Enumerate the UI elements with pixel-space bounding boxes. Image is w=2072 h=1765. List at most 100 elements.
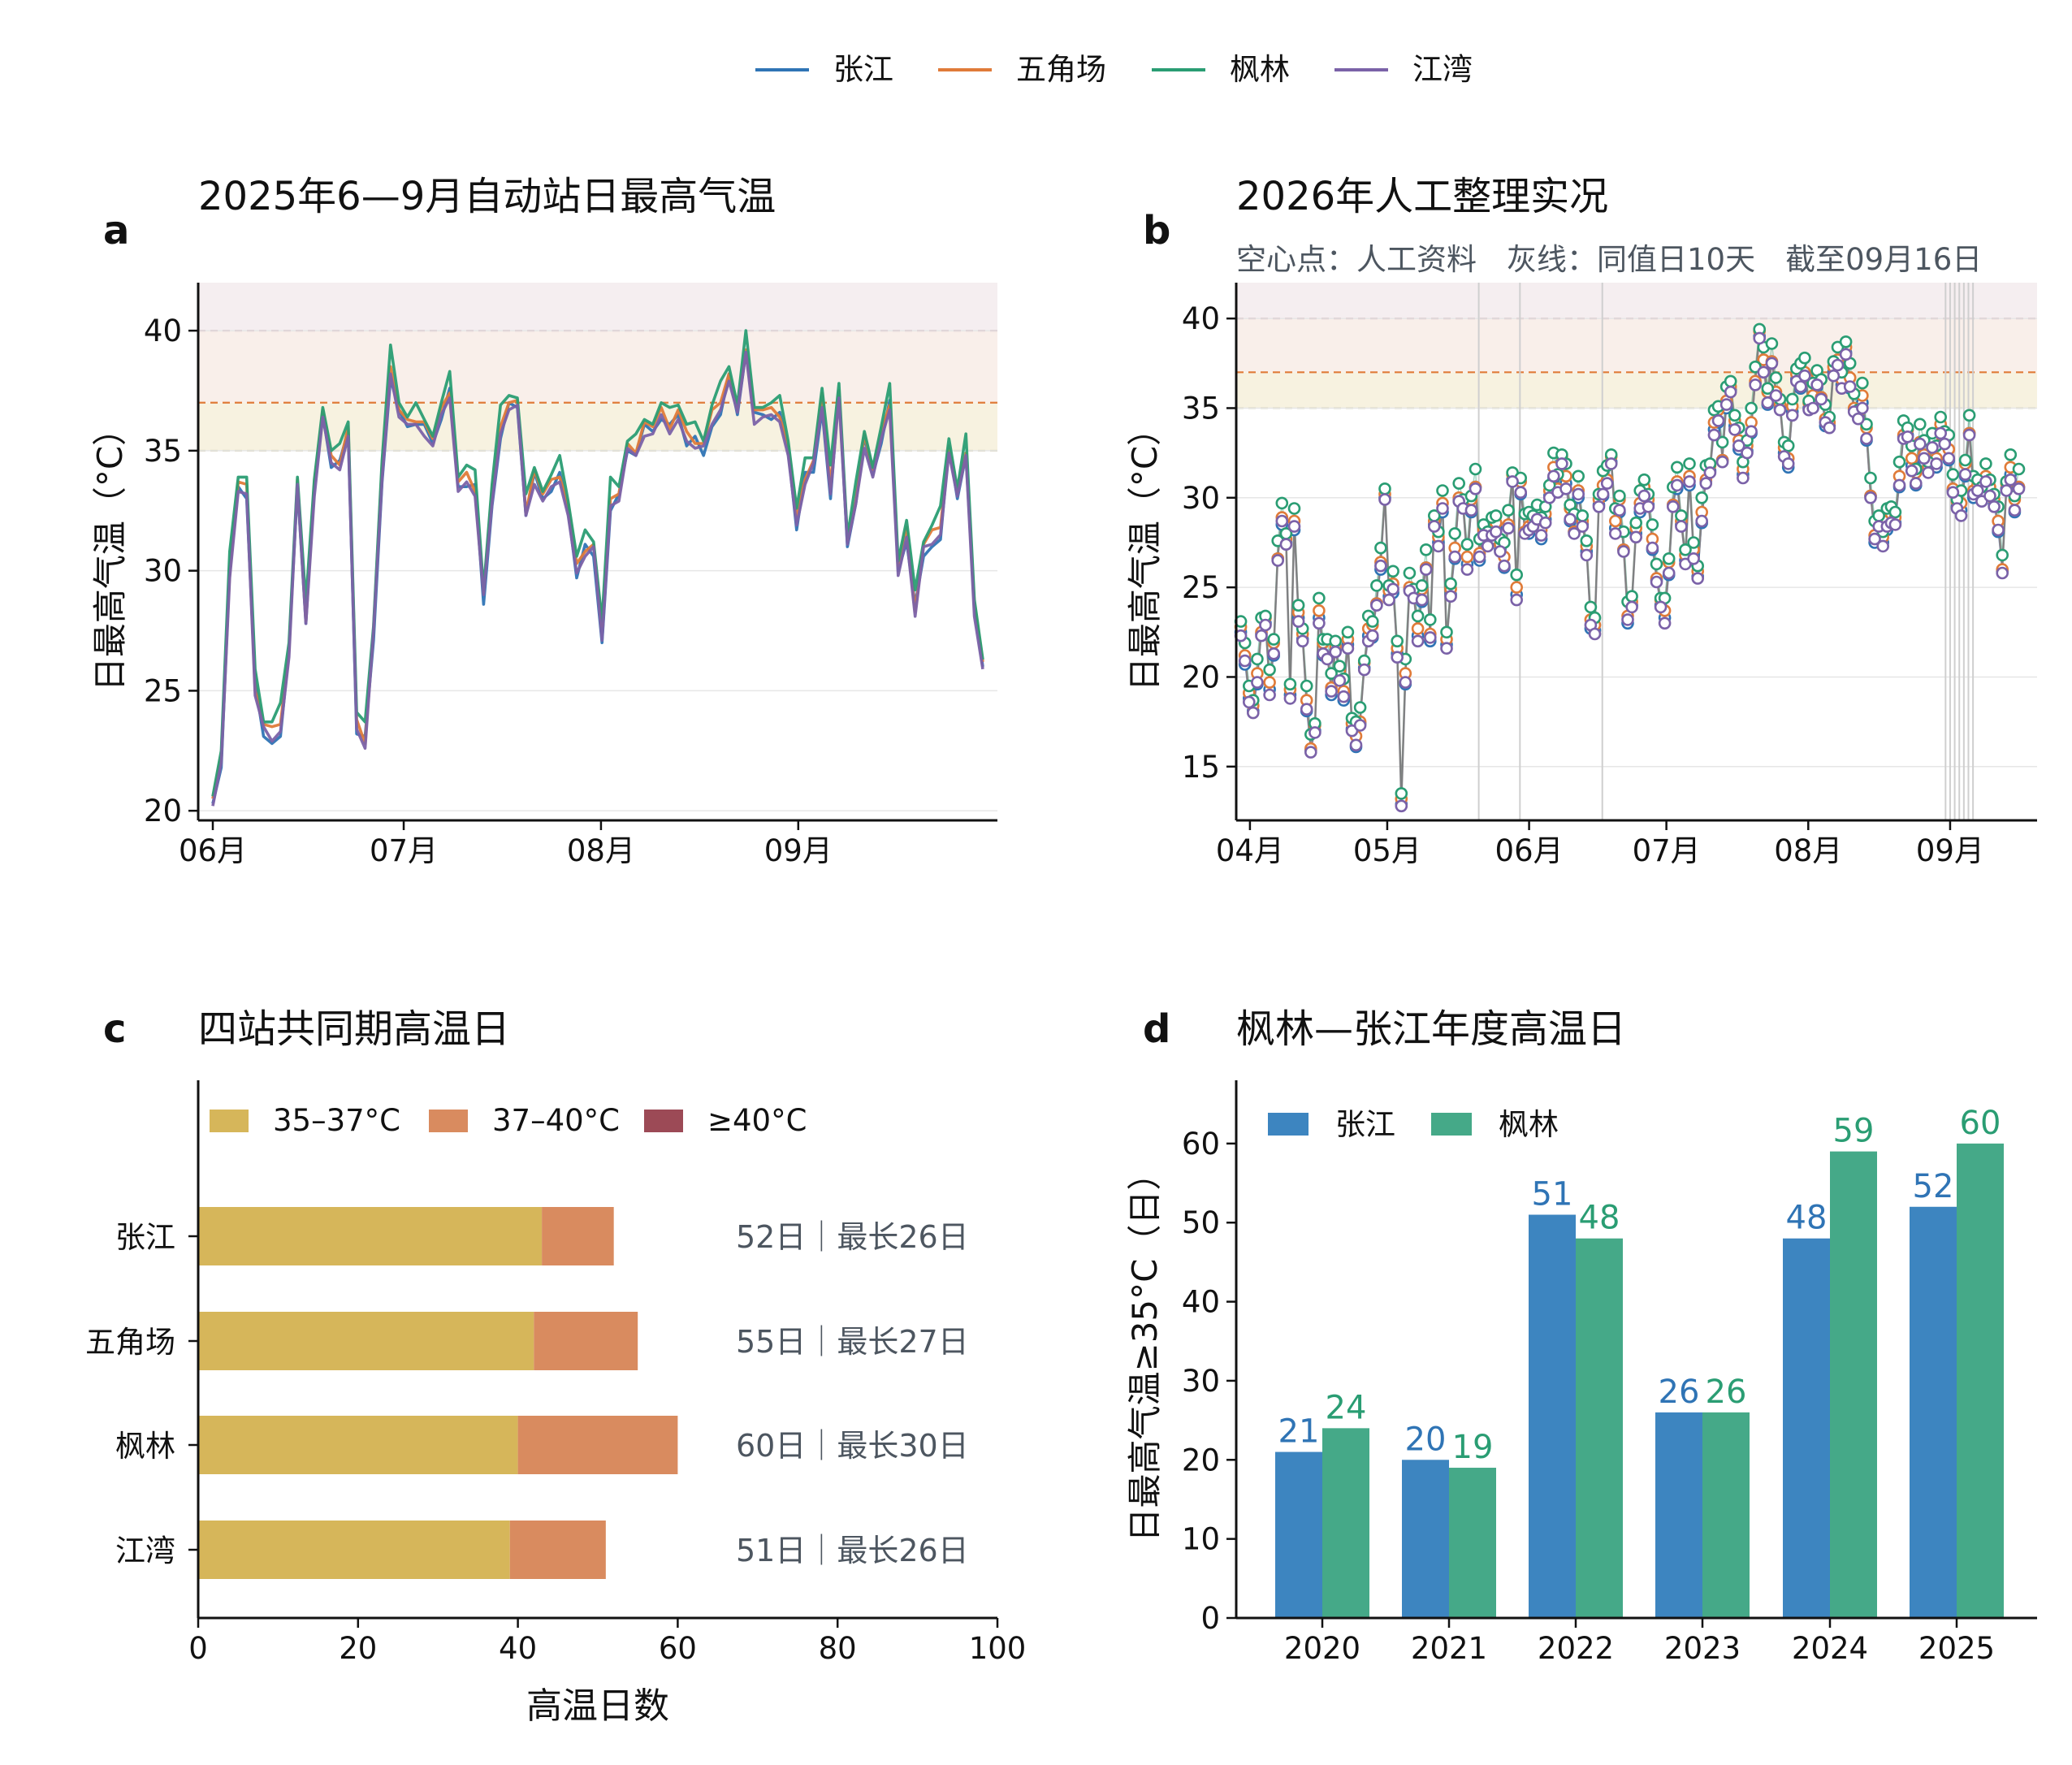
- data-point: [1592, 500, 1606, 513]
- data-point: [1629, 516, 1642, 530]
- data-point: [1271, 554, 1284, 567]
- data-point: [1695, 491, 1708, 504]
- bar-2023-张江: [1655, 1412, 1702, 1618]
- data-point: [1856, 401, 1869, 415]
- data-point: [1313, 603, 1326, 617]
- bar-value-label: 48: [1786, 1200, 1828, 1237]
- data-point: [1490, 509, 1503, 522]
- data-point: [1572, 469, 1585, 483]
- series-line-江湾: [211, 350, 984, 807]
- data-point: [1395, 787, 1408, 800]
- data-point: [1304, 746, 1317, 759]
- x-tick-label: 04月: [1216, 833, 1284, 868]
- data-point: [1962, 428, 1976, 442]
- data-point: [1629, 530, 1642, 544]
- data-point: [1761, 382, 1775, 396]
- bar-2021-枫林: [1449, 1468, 1496, 1618]
- data-point: [1419, 563, 1433, 576]
- data-point: [1942, 452, 1956, 465]
- data-point: [1654, 600, 1668, 614]
- data-point: [1860, 432, 1873, 445]
- data-point: [1291, 599, 1305, 612]
- x-tick-label: 2022: [1538, 1631, 1614, 1666]
- data-point: [1864, 471, 1877, 485]
- data-point: [1448, 527, 1461, 540]
- band-above-40: [1236, 283, 2037, 319]
- data-point: [1279, 538, 1293, 552]
- legend-label: 37–40°C: [492, 1103, 620, 1138]
- data-point: [1715, 455, 1729, 469]
- bar-value-label: 60: [1960, 1105, 2001, 1142]
- bar-value-label: 21: [1278, 1413, 1320, 1451]
- data-point: [1749, 378, 1762, 392]
- data-point: [1798, 369, 1811, 383]
- data-point: [1769, 371, 1783, 384]
- data-point: [1621, 613, 1634, 626]
- data-point: [1296, 634, 1309, 648]
- data-point: [1391, 634, 1404, 648]
- data-point: [1494, 545, 1507, 558]
- data-point: [1415, 593, 1429, 607]
- data-point: [1918, 452, 1931, 465]
- data-point: [1810, 378, 1823, 392]
- band-37-40: [198, 331, 997, 403]
- data-point: [1263, 676, 1276, 689]
- data-point: [1741, 446, 1754, 460]
- y-tick-label: 35: [1182, 391, 1220, 426]
- data-point: [1514, 486, 1527, 500]
- x-tick-label: 2025: [1918, 1631, 1995, 1666]
- data-point: [1868, 532, 1881, 546]
- data-point: [1255, 629, 1268, 642]
- data-point: [1403, 566, 1417, 580]
- data-point: [1568, 527, 1581, 540]
- data-point: [1852, 412, 1865, 426]
- data-point: [1444, 590, 1457, 603]
- data-point: [1650, 575, 1663, 589]
- y-tick-label: 30: [1182, 1364, 1220, 1399]
- data-point: [1263, 663, 1276, 677]
- data-point: [1291, 615, 1305, 628]
- data-point: [1839, 335, 1853, 348]
- data-point: [1691, 572, 1704, 585]
- data-point: [1247, 706, 1260, 720]
- y-tick-label: 35: [144, 434, 182, 469]
- legend-swatch: [1431, 1113, 1472, 1136]
- y-tick-label: 40: [144, 314, 182, 348]
- data-point: [1946, 486, 1960, 500]
- data-point: [1785, 392, 1799, 406]
- legend-label: 张江: [833, 52, 893, 87]
- data-point: [1600, 477, 1614, 490]
- data-point: [1971, 484, 1984, 497]
- x-tick-label: 100: [969, 1631, 1027, 1666]
- data-point: [1637, 473, 1651, 487]
- data-point: [1415, 579, 1429, 592]
- data-point: [1695, 514, 1708, 528]
- data-point: [1333, 660, 1347, 673]
- legend-swatch: [210, 1110, 249, 1132]
- bar-annotation: 51日｜最长26日: [736, 1533, 969, 1568]
- data-point: [1251, 676, 1264, 689]
- band-above-40: [198, 283, 997, 331]
- data-point: [1287, 502, 1301, 515]
- x-tick-label: 06月: [179, 833, 247, 868]
- legend-label: ≥40°C: [707, 1103, 807, 1138]
- x-axis-label: 高温日数: [526, 1685, 669, 1727]
- data-point: [1464, 504, 1478, 517]
- panel-a: 20 25 30 35 40 06月 07月 08月 09月 日最高气温（°C） a 2025年6—9…: [90, 174, 997, 868]
- bar-枫林-35–37°C: [198, 1416, 518, 1474]
- data-point: [1510, 581, 1523, 594]
- panel-title: 2025年6—9月自动站日最高气温: [198, 174, 776, 219]
- x-tick-label: 2021: [1411, 1631, 1487, 1666]
- data-point: [1625, 600, 1638, 614]
- data-point: [1864, 491, 1877, 504]
- data-point: [1436, 484, 1449, 497]
- x-tick-label: 60: [659, 1631, 697, 1666]
- bar-2021-张江: [1402, 1460, 1449, 1618]
- data-point: [1448, 550, 1461, 564]
- data-point: [1662, 552, 1676, 565]
- data-point: [2012, 482, 2026, 495]
- data-point: [1954, 509, 1968, 522]
- data-point: [1658, 616, 1672, 630]
- data-point: [1333, 674, 1347, 687]
